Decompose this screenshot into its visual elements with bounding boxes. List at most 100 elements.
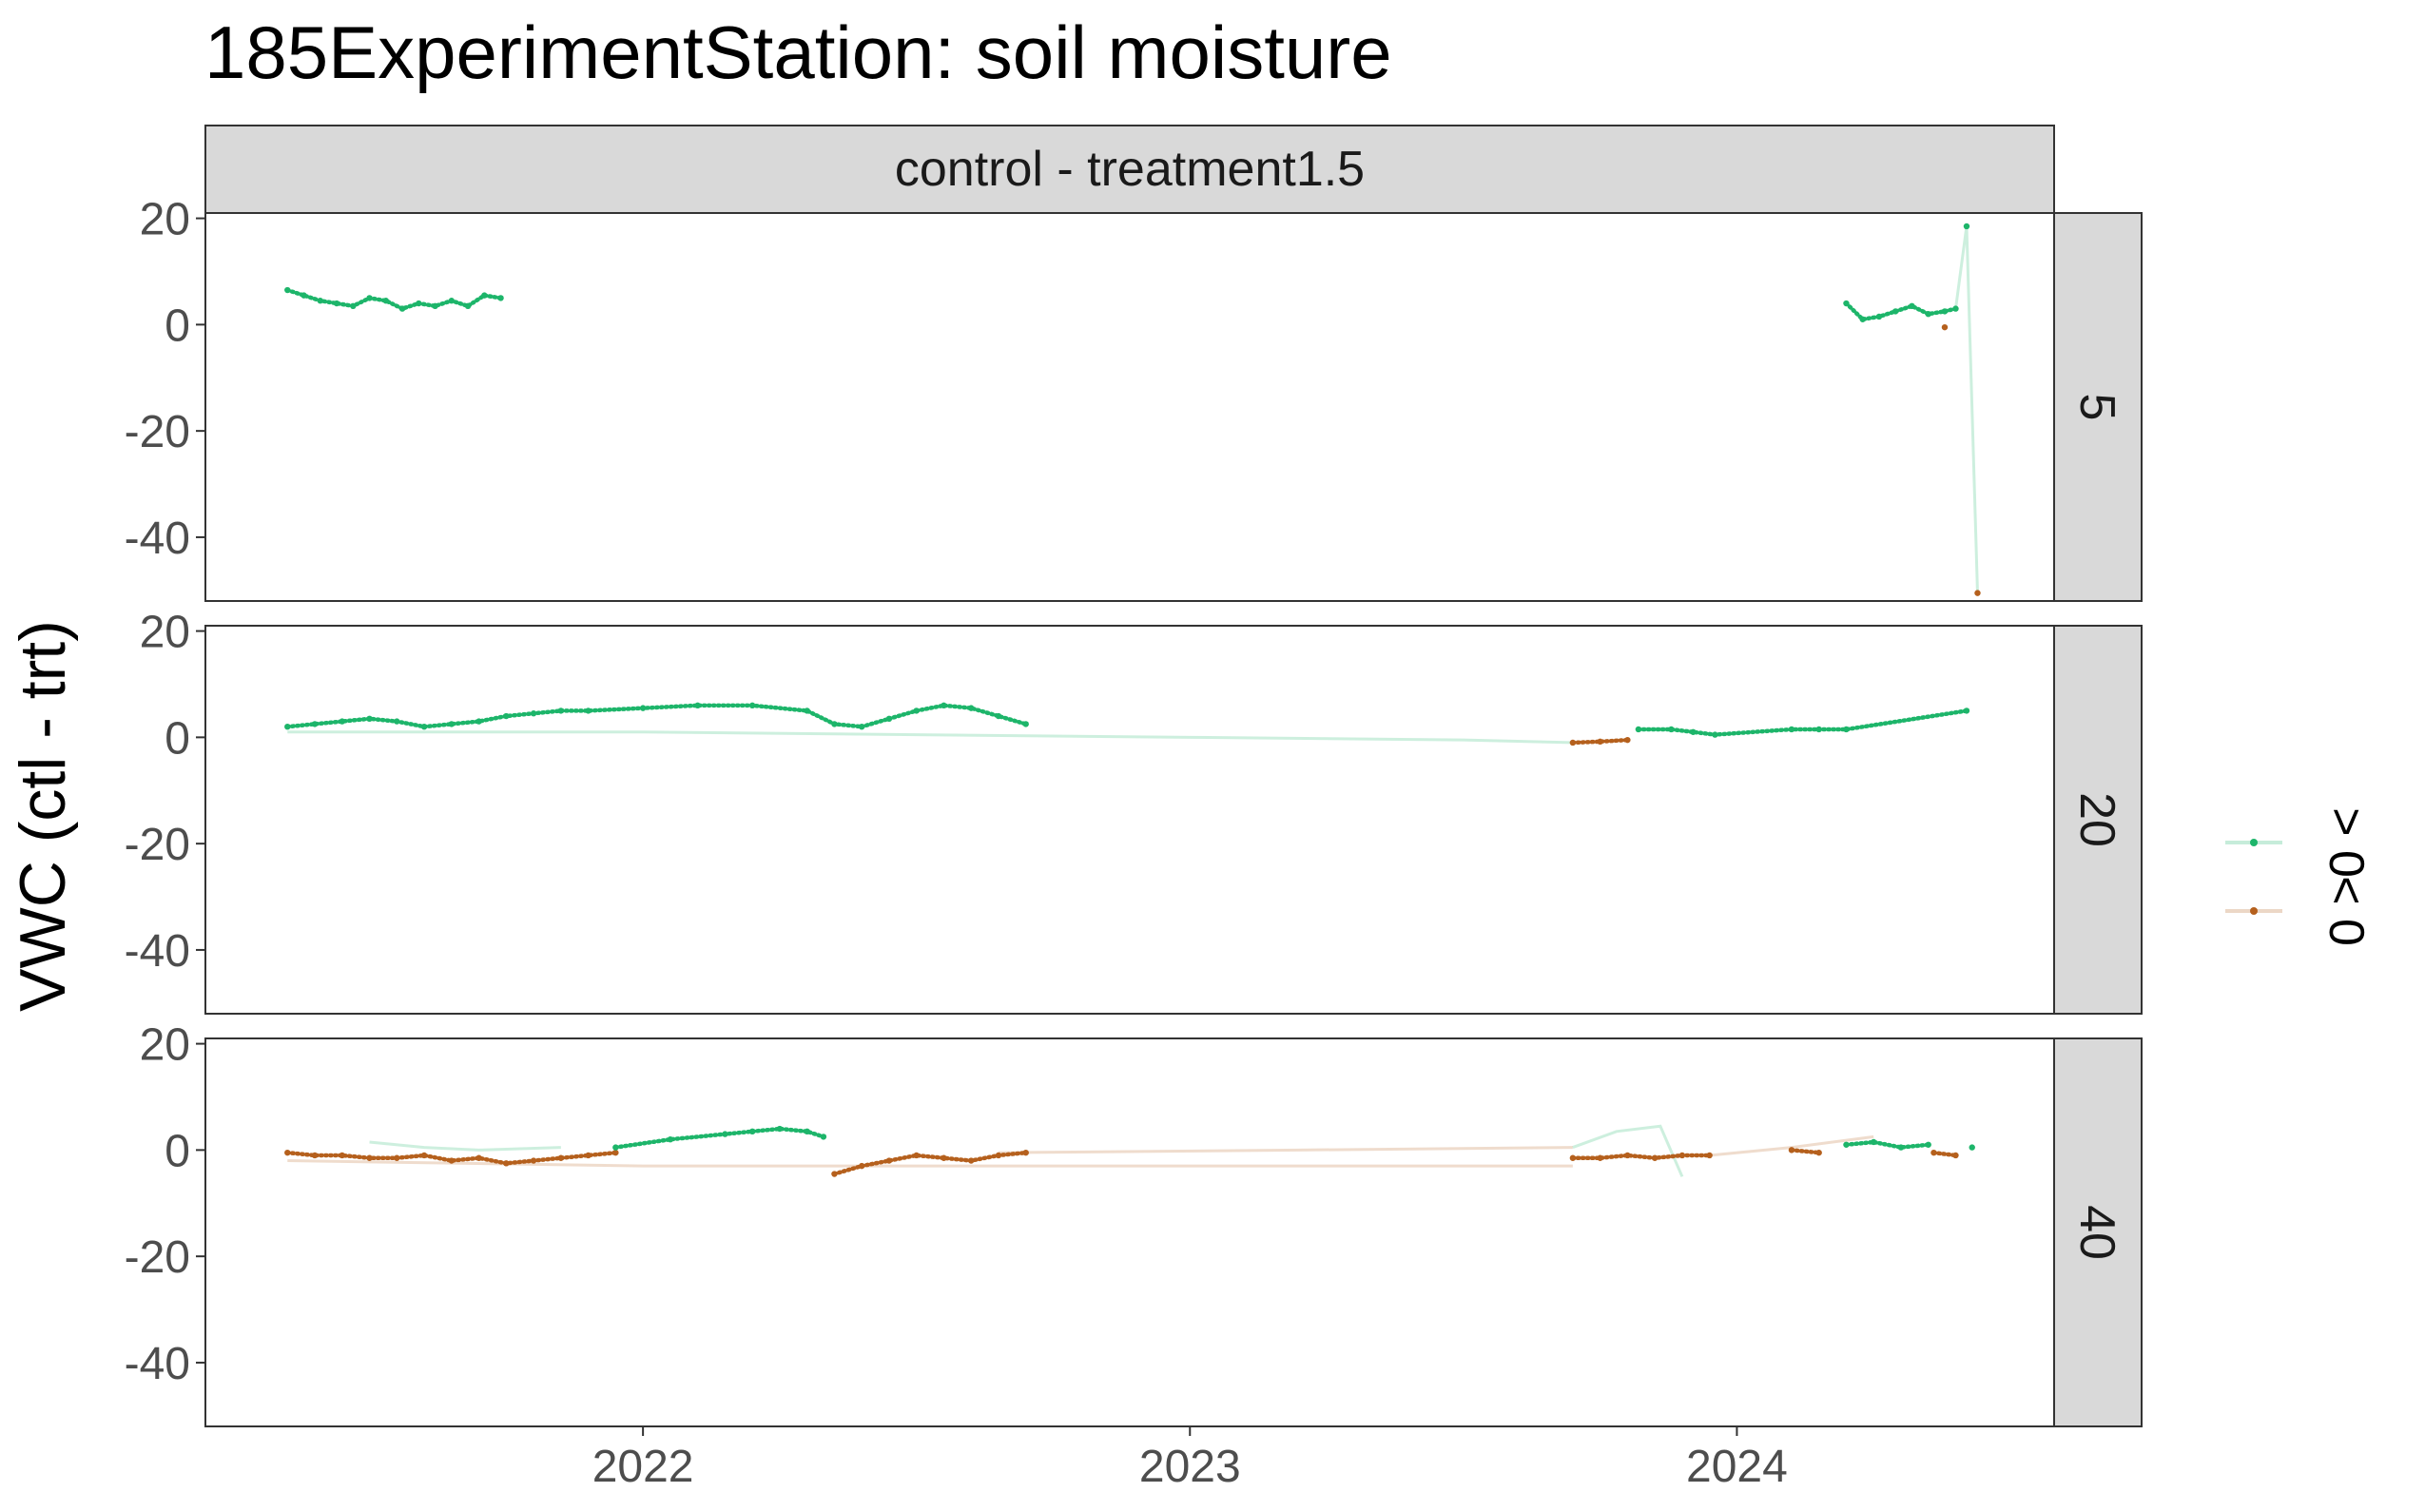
data-point-negative (1624, 736, 1631, 744)
panel-depth-5: 20 0 -20 -40 5 (125, 195, 2143, 602)
data-point-positive (913, 708, 920, 714)
series-line-negative (287, 1159, 1573, 1168)
data-point-positive (497, 295, 504, 301)
data-point-positive (382, 298, 389, 304)
series-trace-positive (1636, 708, 1969, 737)
data-point-positive (858, 723, 865, 730)
data-point-positive (820, 1134, 827, 1140)
data-point-positive (448, 721, 456, 727)
data-point-negative (339, 1152, 345, 1159)
series-line-positive (1572, 1124, 1684, 1177)
data-point-positive (885, 715, 893, 723)
x-tick-label: 2022 (592, 1442, 694, 1492)
facet-column-label: control - treatment1.5 (895, 142, 1365, 197)
data-point-negative (1788, 1147, 1795, 1153)
data-point-negative (941, 1154, 947, 1161)
legend-item-negative: < 0 (2225, 876, 2374, 946)
y-tick-label: -20 (125, 820, 190, 870)
data-point-positive (557, 708, 565, 714)
data-point-negative (885, 1157, 893, 1164)
data-point-positive (339, 718, 345, 725)
data-point-negative (394, 1154, 400, 1161)
data-point-positive (722, 1131, 728, 1137)
data-point-negative (831, 1171, 838, 1177)
data-point-positive (394, 718, 400, 725)
data-point-positive (995, 712, 1002, 720)
data-point-positive (366, 295, 373, 301)
x-tick-label: 2024 (1686, 1442, 1788, 1492)
facet-column-strip (204, 125, 2055, 214)
y-tick-label: 0 (165, 713, 190, 764)
data-point-positive (804, 708, 810, 714)
panel-background (204, 625, 2055, 1015)
series-trace-positive (1844, 1139, 1930, 1150)
y-tick-label: -20 (125, 1232, 190, 1283)
data-point-positive (1843, 300, 1850, 307)
data-point-positive (639, 705, 647, 711)
y-axis-title: VWC (ctl - trt) (7, 620, 79, 1012)
data-point-positive (1941, 308, 1949, 315)
y-tick-label: 20 (140, 608, 190, 658)
legend-label: > 0 (2318, 807, 2374, 878)
data-point-negative (311, 1152, 319, 1159)
data-point-positive (420, 723, 428, 730)
data-point-positive (585, 708, 592, 714)
data-point-negative (475, 1154, 482, 1161)
y-tick-label: -40 (125, 514, 190, 564)
data-point-positive (475, 718, 482, 725)
panel-depth-20: 20 0 -20 -40 20 (125, 608, 2143, 1015)
panel-background (204, 1037, 2055, 1427)
data-point-negative (1569, 739, 1577, 746)
data-point-positive (1859, 316, 1866, 322)
data-point-negative (1974, 590, 1981, 596)
data-point-positive (804, 1128, 810, 1135)
data-point-positive (1871, 1138, 1877, 1146)
data-point-negative (1706, 1152, 1713, 1159)
data-point-positive (1925, 1141, 1931, 1148)
data-point-negative (1597, 738, 1603, 746)
data-point-negative (503, 1160, 510, 1167)
facet-row-label: 5 (2069, 394, 2124, 421)
panel-plot-area (284, 702, 1970, 746)
y-tick-label: 20 (140, 1020, 190, 1071)
data-point-negative (585, 1152, 592, 1159)
y-axis: 20 0 -20 -40 (125, 195, 205, 564)
y-axis: 20 0 -20 -40 (125, 1020, 205, 1389)
data-point-negative (1597, 1154, 1603, 1161)
data-point-negative (968, 1157, 975, 1164)
data-point-negative (612, 1149, 619, 1156)
data-point-positive (694, 702, 701, 709)
panel-plot-area (284, 1124, 1975, 1177)
y-tick-label: -40 (125, 926, 190, 977)
data-point-positive (1668, 726, 1675, 733)
data-point-negative (530, 1157, 537, 1164)
data-point-positive (317, 298, 323, 304)
panel-plot-area (284, 223, 1981, 596)
data-point-negative (1941, 323, 1949, 331)
data-point-negative (557, 1154, 565, 1161)
data-point-positive (416, 300, 422, 307)
data-point-positive (1952, 305, 1959, 312)
data-point-positive (1690, 728, 1697, 735)
data-point-positive (831, 721, 838, 727)
data-point-positive (284, 723, 291, 730)
data-point-negative (1930, 1149, 1937, 1156)
series-trace-negative (832, 1150, 1028, 1176)
data-point-negative (1569, 1154, 1577, 1161)
data-point-positive (366, 715, 373, 723)
data-point-positive (311, 721, 319, 727)
facet-row-label: 40 (2069, 1205, 2124, 1260)
y-tick-label: 20 (140, 195, 190, 245)
y-tick-label: 0 (165, 1126, 190, 1176)
data-point-positive (1788, 726, 1795, 733)
data-point-positive (481, 292, 488, 299)
series-trace-negative (1931, 1150, 1958, 1158)
y-tick-label: -40 (125, 1339, 190, 1389)
data-point-positive (398, 305, 406, 312)
y-axis: 20 0 -20 -40 (125, 608, 205, 977)
data-point-negative (366, 1154, 373, 1161)
panel-background (204, 212, 2055, 602)
series-trace-positive (285, 703, 1028, 729)
legend-item-positive: > 0 (2225, 807, 2374, 878)
